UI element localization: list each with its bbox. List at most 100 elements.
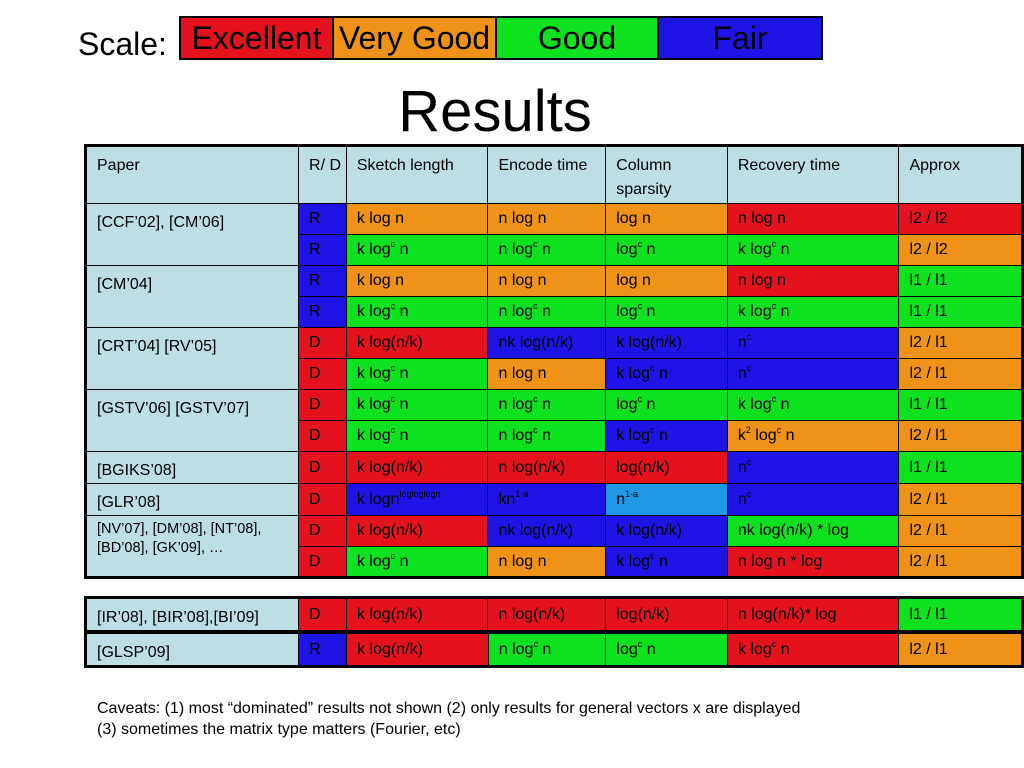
cell-column-sparsity: logc n xyxy=(605,632,728,667)
cell-approx: l2 / l2 xyxy=(898,203,1023,235)
table-row: [NV’07], [DM’08], [NT’08], [BD’08], [GK’… xyxy=(84,515,1023,578)
cell-paper: [CM’04] xyxy=(84,265,300,328)
cell-encode-time: n logc n xyxy=(487,632,607,667)
cell-encode-time: n log n xyxy=(487,358,607,390)
cell-encode-time: n log n xyxy=(487,265,607,297)
cell-recovery-time: n log n xyxy=(726,265,900,297)
cell-rd: D xyxy=(298,358,347,390)
cell-rd: D xyxy=(298,597,347,632)
cell-sketch-length: k lognlogloglogn xyxy=(345,483,489,516)
scale-excellent: Excellent xyxy=(181,18,334,58)
cell-sketch-length: k log n xyxy=(345,265,489,297)
caveats-text: Caveats: (1) most “dominated” results no… xyxy=(97,698,800,740)
scale-label: Scale: xyxy=(78,26,167,62)
cell-encode-time: n logc n xyxy=(487,296,607,328)
cell-recovery-time: nc xyxy=(726,483,900,516)
cell-approx: l1 / l1 xyxy=(898,265,1023,297)
header-cell: Recovery time xyxy=(726,145,900,204)
cell-approx: l2 / l1 xyxy=(898,420,1023,452)
cell-sketch-length: k logc n xyxy=(345,296,489,328)
cell-sketch-length: k log(n/k) xyxy=(345,327,489,359)
cell-sketch-length: k logc n xyxy=(345,358,489,390)
cell-rd: R xyxy=(298,234,347,266)
cell-recovery-time: nk log(n/k) * log xyxy=(726,515,900,547)
cell-approx: l2 / l1 xyxy=(898,632,1023,667)
scale-very-good: Very Good xyxy=(334,18,497,58)
cell-rd: D xyxy=(298,483,347,516)
cell-paper: [IR’08], [BIR’08],[BI’09] xyxy=(84,597,300,632)
results-table: Paper R/ D Sketch length Encode time Column … xyxy=(84,144,1024,579)
cell-encode-time: n log(n/k) xyxy=(487,597,607,632)
cell-column-sparsity: log n xyxy=(605,203,728,235)
cell-sketch-length: k logc n xyxy=(345,234,489,266)
scale-legend: Excellent Very Good Good Fair xyxy=(179,16,823,60)
cell-approx: l2 / l1 xyxy=(898,546,1023,578)
cell-approx: l1 / l1 xyxy=(898,389,1023,421)
cell-column-sparsity: k log(n/k) xyxy=(605,515,728,547)
cell-encode-time: n logc n xyxy=(487,420,607,452)
cell-approx: l1 / l1 xyxy=(898,296,1023,328)
header-cell: Approx xyxy=(898,145,1023,204)
cell-recovery-time: n log n * log xyxy=(726,546,900,578)
cell-sketch-length: k log(n/k) xyxy=(345,451,489,484)
cell-approx: l2 / l1 xyxy=(898,358,1023,390)
cell-rd: D xyxy=(298,451,347,484)
cell-column-sparsity: k logc n xyxy=(605,420,728,452)
cell-paper: [GLR’08] xyxy=(84,483,300,516)
cell-recovery-time: n log(n/k)* log xyxy=(726,597,900,632)
cell-encode-time: n logc n xyxy=(487,234,607,266)
cell-rd: D xyxy=(298,420,347,452)
cell-sketch-length: k logc n xyxy=(345,420,489,452)
cell-column-sparsity: k logc n xyxy=(605,546,728,578)
cell-sketch-length: k logc n xyxy=(345,389,489,421)
cell-column-sparsity: log(n/k) xyxy=(605,451,728,484)
cell-encode-time: n log n xyxy=(487,203,607,235)
cell-column-sparsity: logc n xyxy=(605,234,728,266)
cell-approx: l2 / l1 xyxy=(898,515,1023,547)
cell-rd: R xyxy=(298,265,347,297)
cell-recovery-time: nc xyxy=(726,451,900,484)
scale-fair: Fair xyxy=(659,18,821,58)
header-cell: R/ D xyxy=(298,145,347,204)
cell-sketch-length: k logc n xyxy=(345,546,489,578)
header-cell: Sketch length xyxy=(345,145,489,204)
cell-recovery-time: k logc n xyxy=(726,632,900,667)
cell-encode-time: n logc n xyxy=(487,389,607,421)
cell-paper: [BGIKS’08] xyxy=(84,451,300,484)
header-cell: Paper xyxy=(84,145,300,204)
cell-sketch-length: k log(n/k) xyxy=(346,632,489,667)
cell-column-sparsity: log(n/k) xyxy=(605,597,728,632)
cell-encode-time: nk log(n/k) xyxy=(487,327,607,359)
cell-rd: R xyxy=(298,296,347,328)
scale-good: Good xyxy=(497,18,659,58)
cell-sketch-length: k log(n/k) xyxy=(345,515,489,547)
cell-column-sparsity: k logc n xyxy=(605,358,728,390)
cell-paper: [NV’07], [DM’08], [NT’08], [BD’08], [GK’… xyxy=(84,515,300,578)
cell-paper: [GLSP’09] xyxy=(84,632,300,667)
cell-column-sparsity: logc n xyxy=(605,296,728,328)
cell-encode-time: nk log(n/k) xyxy=(487,515,607,547)
cell-approx: l1 / l1 xyxy=(898,597,1023,632)
cell-recovery-time: k logc n xyxy=(726,234,900,266)
cell-paper: [CCF’02], [CM’06] xyxy=(84,203,300,266)
cell-recovery-time: k logc n xyxy=(726,389,900,421)
cell-approx: l2 / l1 xyxy=(898,327,1023,359)
cell-approx: l1 / l1 xyxy=(898,451,1023,484)
cell-column-sparsity: log n xyxy=(605,265,728,297)
cell-recovery-time: nc xyxy=(726,358,900,390)
cell-rd: R xyxy=(298,203,347,235)
caveats-line-1: Caveats: (1) most “dominated” results no… xyxy=(97,700,801,717)
